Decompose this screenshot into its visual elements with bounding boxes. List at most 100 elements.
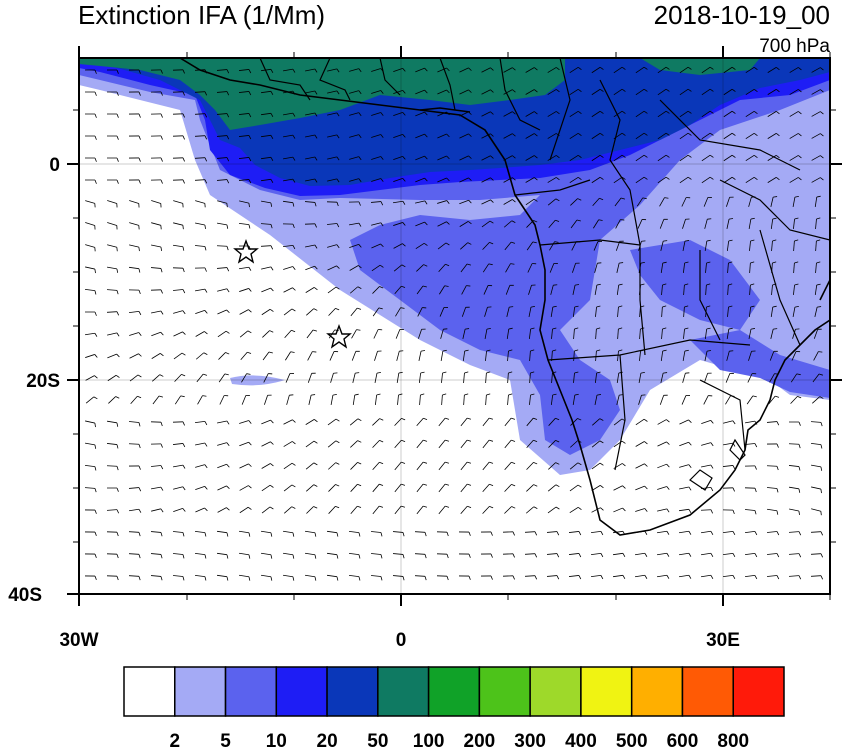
- wind-barb-feather: [798, 575, 802, 580]
- wind-barb: [394, 461, 402, 471]
- wind-barb: [525, 177, 535, 183]
- colorbar-swatch: [580, 666, 633, 717]
- wind-barb-feather: [423, 461, 428, 464]
- wind-barb: [722, 465, 734, 467]
- extinction-patch-teal-east: [640, 58, 760, 75]
- wind-barb-feather: [312, 329, 318, 332]
- wind-barb: [241, 373, 247, 383]
- wind-barb: [788, 553, 800, 555]
- colorbar-swatch: [224, 666, 278, 717]
- wind-barb: [767, 133, 777, 139]
- wind-barb-feather: [160, 331, 164, 336]
- wind-barb: [195, 464, 205, 468]
- wind-barb: [569, 176, 579, 184]
- wind-barb-feather: [204, 442, 208, 447]
- wind-barb-feather: [511, 461, 516, 465]
- wind-barb-feather: [226, 91, 230, 96]
- wind-barb: [238, 574, 250, 578]
- wind-barb-feather: [358, 265, 362, 269]
- colorbar-swatch: [123, 666, 176, 717]
- wind-barb: [634, 552, 646, 556]
- wind-barb: [526, 417, 534, 427]
- wind-barb: [397, 394, 399, 406]
- wind-barb: [352, 373, 356, 383]
- wind-barb-feather: [732, 487, 735, 492]
- wind-barb-feather: [445, 417, 450, 420]
- wind-barb-feather: [684, 305, 689, 308]
- colorbar-swatch: [275, 666, 328, 717]
- wind-barb-feather: [138, 268, 141, 273]
- wind-barb-feather: [688, 575, 692, 579]
- wind-barb: [612, 552, 624, 556]
- wind-barb: [414, 575, 426, 577]
- wind-barb-feather: [776, 553, 780, 558]
- wind-barb: [744, 553, 756, 555]
- wind-barb-feather: [336, 223, 340, 228]
- wind-barb-feather: [291, 484, 296, 488]
- wind-barb: [525, 506, 535, 514]
- wind-barb: [547, 484, 557, 492]
- wind-barb-feather: [138, 91, 141, 96]
- wind-barb: [106, 311, 118, 313]
- wind-barb-feather: [380, 90, 384, 94]
- wind-barb: [107, 244, 117, 248]
- wind-barb-feather: [820, 67, 824, 71]
- wind-barb: [569, 154, 579, 162]
- wind-barb: [591, 110, 601, 118]
- wind-barb: [349, 178, 359, 182]
- wind-barb-feather: [94, 509, 97, 514]
- wind-barb: [504, 506, 512, 514]
- wind-barb: [550, 285, 554, 295]
- wind-barb-feather: [203, 373, 208, 376]
- wind-barb-feather: [182, 508, 186, 512]
- wind-barb: [682, 351, 686, 361]
- wind-barb: [749, 262, 751, 274]
- wind-barb-feather: [138, 353, 142, 357]
- wind-barb: [485, 372, 487, 384]
- wind-barb: [590, 552, 602, 556]
- wind-barb-feather: [599, 66, 604, 70]
- wind-barb-feather: [94, 354, 98, 358]
- wind-barb: [789, 177, 799, 183]
- wind-barb-feather: [644, 575, 648, 579]
- wind-barb: [656, 530, 668, 534]
- wind-barb-feather: [533, 484, 538, 487]
- wind-barb: [350, 484, 358, 492]
- wind-barb-feather: [666, 508, 670, 513]
- wind-barb-feather: [794, 239, 799, 242]
- wind-barb-feather: [116, 157, 119, 162]
- wind-barb-feather: [398, 393, 403, 396]
- wind-barb-feather: [732, 553, 736, 558]
- wind-barb-feather: [816, 261, 821, 264]
- wind-barb: [372, 307, 380, 317]
- wind-barb-feather: [468, 575, 471, 580]
- wind-barb: [767, 177, 777, 183]
- wind-barb: [283, 441, 293, 447]
- wind-barb-feather: [554, 241, 559, 243]
- wind-barb-feather: [468, 553, 471, 558]
- wind-barb: [461, 285, 467, 295]
- wind-barb-feather: [534, 133, 538, 137]
- wind-barb: [570, 418, 578, 426]
- wind-barb-feather: [116, 509, 120, 514]
- wind-barb: [704, 328, 708, 340]
- wind-barb: [704, 241, 708, 251]
- wind-barb: [595, 350, 597, 362]
- wind-barb-feather: [644, 508, 648, 512]
- wind-barb-feather: [357, 286, 362, 289]
- wind-barb-feather: [292, 287, 296, 291]
- wind-barb: [617, 350, 619, 362]
- wind-barb-feather: [116, 268, 119, 273]
- wind-barb-feather: [555, 198, 560, 202]
- wind-barb-feather: [357, 505, 362, 508]
- wind-barb: [701, 110, 711, 118]
- wind-barb: [616, 263, 620, 273]
- wind-barb: [238, 179, 250, 181]
- wind-barb: [704, 373, 708, 383]
- wind-barb: [371, 178, 381, 182]
- wind-barb: [461, 307, 467, 317]
- wind-barb: [682, 262, 686, 274]
- wind-barb-feather: [622, 553, 626, 558]
- wind-barb: [173, 310, 183, 314]
- wind-barb: [106, 509, 118, 511]
